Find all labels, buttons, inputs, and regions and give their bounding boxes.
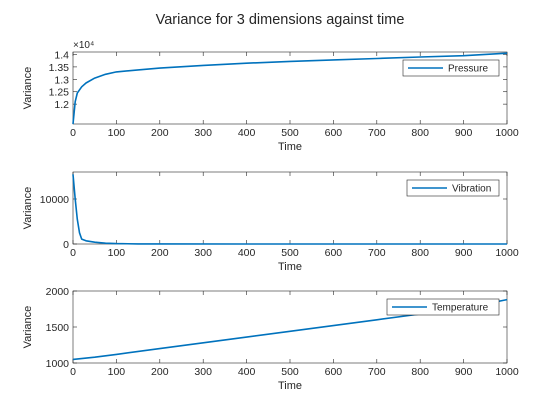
x-tick-label: 100	[108, 247, 126, 259]
x-tick-label: 800	[411, 247, 429, 259]
y-tick-label: 1.2	[54, 99, 69, 111]
subplot-3: 0 100 200 300 400 500 600 700 800 900 1000 1000 1500…	[22, 286, 519, 392]
x-tick-label: 600	[325, 127, 343, 139]
x-tick-label: 1000	[495, 247, 519, 259]
y-exponent-label: ×10⁴	[73, 40, 94, 51]
legend: Temperature	[386, 298, 500, 316]
series-line-vibration	[72, 174, 507, 245]
x-tick-label: 700	[368, 366, 386, 378]
x-tick-label: 100	[108, 127, 126, 139]
y-axis-label: Variance	[22, 306, 34, 349]
subplots: 0 100 200 300 400 500 600 700 800 900 10001.21.251…	[22, 40, 519, 392]
legend-box	[386, 298, 500, 316]
x-tick-label: 200	[151, 127, 169, 139]
series-line-pressure	[72, 52, 508, 125]
legend-label: Temperature	[432, 303, 489, 314]
x-axis-label: Time	[278, 380, 302, 392]
y-tick-label: 1.4	[54, 49, 69, 61]
legend-label: Pressure	[448, 64, 488, 75]
subplot-1: 0 100 200 300 400 500 600 700 800 900 10001.21.251…	[22, 40, 519, 153]
x-tick-label: 400	[238, 247, 256, 259]
y-tick-label: 10000	[40, 194, 69, 206]
x-tick-label: 900	[455, 127, 473, 139]
x-tick-label: 500	[281, 247, 299, 259]
x-tick-label: 0	[70, 247, 76, 259]
x-tick-label: 1000	[495, 127, 519, 139]
x-tick-label: 900	[455, 247, 473, 259]
x-tick-label: 100	[108, 366, 126, 378]
x-tick-label: 800	[411, 366, 429, 378]
x-tick-label: 700	[368, 127, 386, 139]
y-tick-label: 0	[63, 239, 69, 251]
y-tick-label: 1.35	[49, 62, 70, 74]
x-tick-label: 700	[368, 247, 386, 259]
x-tick-label: 0	[70, 366, 76, 378]
x-tick-label: 300	[194, 366, 212, 378]
x-axis-label: Time	[278, 261, 302, 273]
figure-title: Variance for 3 dimensions against time	[156, 12, 405, 28]
x-axis-label: Time	[278, 141, 302, 153]
legend-box	[406, 179, 500, 197]
legend-box	[402, 59, 500, 77]
x-tick-label: 0	[70, 127, 76, 139]
x-tick-label: 600	[325, 247, 343, 259]
x-tick-label: 400	[238, 127, 256, 139]
x-tick-label: 200	[151, 366, 169, 378]
x-tick-label: 900	[455, 366, 473, 378]
x-tick-label: 500	[281, 366, 299, 378]
subplot-2: 0 100 200 300 400 500 600 700 800 900 1000010000Ti…	[22, 171, 519, 273]
y-axis-label: Variance	[22, 187, 34, 230]
legend: Vibration	[406, 179, 500, 197]
y-tick-label: 1000	[46, 358, 70, 370]
legend: Pressure	[402, 59, 500, 77]
x-tick-label: 1000	[495, 366, 519, 378]
y-tick-label: 2000	[46, 286, 70, 298]
x-tick-label: 800	[411, 127, 429, 139]
x-tick-label: 400	[238, 366, 256, 378]
x-tick-label: 200	[151, 247, 169, 259]
x-tick-label: 500	[281, 127, 299, 139]
y-tick-label: 1.3	[54, 74, 69, 86]
x-tick-label: 300	[194, 127, 212, 139]
x-tick-label: 600	[325, 366, 343, 378]
legend-label: Vibration	[452, 184, 491, 195]
y-tick-label: 1500	[46, 322, 70, 334]
y-axis-label: Variance	[22, 67, 34, 110]
x-tick-label: 300	[194, 247, 212, 259]
y-tick-label: 1.25	[49, 87, 70, 99]
